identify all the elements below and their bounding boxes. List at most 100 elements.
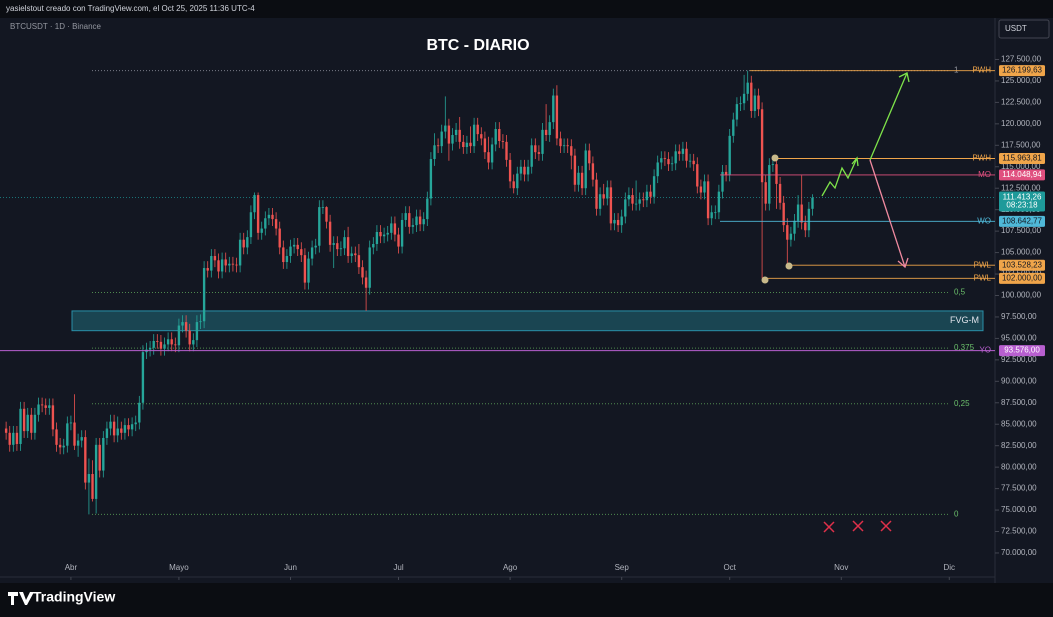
- candle-body: [253, 195, 256, 213]
- candle-body: [652, 176, 656, 197]
- candle-body: [22, 408, 26, 432]
- candle-body: [753, 95, 757, 111]
- candle-body: [120, 428, 123, 433]
- candle-body: [498, 128, 501, 142]
- candle-body: [141, 352, 145, 403]
- candle-body: [472, 124, 476, 147]
- candle-body: [397, 234, 400, 247]
- projection: [821, 157, 858, 197]
- candle-body: [8, 432, 11, 445]
- candle-body: [526, 166, 530, 175]
- candle-body: [91, 474, 94, 499]
- arrow-head: [897, 257, 909, 269]
- fib-label: 0,25: [954, 399, 970, 408]
- candle-body: [66, 423, 69, 446]
- arrow-head: [898, 72, 910, 83]
- candle-body: [289, 246, 292, 257]
- y-tick-label: 92.500,00: [1001, 355, 1037, 364]
- x-tick-label: Ago: [503, 563, 518, 572]
- candle-body: [174, 344, 177, 346]
- x-tick-label: Mayo: [169, 563, 189, 572]
- candle-body: [436, 145, 440, 147]
- candle-body: [339, 248, 343, 250]
- level-name: PWH: [972, 66, 991, 75]
- price-label: 126.199,63: [1002, 66, 1043, 75]
- candle-body: [778, 183, 782, 203]
- candle-body: [764, 182, 767, 204]
- fvg-zone: [71, 310, 984, 332]
- candle-body: [256, 195, 260, 233]
- candle-body: [105, 428, 109, 438]
- candle-body: [400, 219, 404, 247]
- candle-body: [166, 339, 170, 345]
- candle-body: [354, 253, 357, 256]
- candle-body: [519, 166, 523, 174]
- pivot: [771, 154, 779, 162]
- y-tick-label: 90.000,00: [1001, 376, 1037, 385]
- candle-body: [631, 195, 634, 204]
- candle-body: [163, 344, 166, 349]
- candle-body: [58, 444, 62, 448]
- candle-body: [609, 187, 613, 224]
- candle-body: [195, 322, 199, 341]
- candle-body: [516, 173, 519, 189]
- x-tick-label: Abr: [65, 563, 78, 572]
- candle-body: [541, 129, 544, 154]
- candle-body: [559, 138, 562, 147]
- candle-body: [458, 129, 461, 142]
- candle-body: [710, 212, 713, 219]
- candle-body: [62, 445, 65, 448]
- projection-down: [869, 159, 906, 268]
- y-tick-label: 95.000,00: [1001, 334, 1037, 343]
- candle-body: [375, 231, 379, 245]
- candle-body: [12, 432, 15, 445]
- candle-body: [80, 437, 83, 441]
- y-tick-label: 72.500,00: [1001, 527, 1037, 536]
- candle-body: [494, 128, 497, 145]
- candle-body: [33, 414, 37, 433]
- y-tick-label: 75.000,00: [1001, 505, 1037, 514]
- cross-marks: [823, 520, 892, 533]
- candle-body: [451, 135, 454, 144]
- price-label: 108.642,77: [1002, 216, 1043, 225]
- candle-body: [595, 179, 598, 209]
- candle-body: [771, 164, 775, 166]
- price-axis: [995, 18, 1053, 583]
- candle-body: [573, 155, 577, 185]
- candle-body: [728, 135, 731, 175]
- candle-body: [184, 322, 188, 331]
- candle-body: [656, 162, 659, 177]
- price-label: 93.576,00: [1004, 346, 1040, 355]
- candle-body: [796, 204, 800, 221]
- candle-body: [624, 199, 627, 217]
- price-box: [999, 345, 1045, 357]
- candle-body: [670, 163, 674, 165]
- candle-body: [292, 244, 296, 247]
- level-name: MO: [978, 170, 991, 179]
- candle-body: [674, 151, 677, 164]
- candle-body: [627, 195, 631, 200]
- y-tick-label: 97.500,00: [1001, 312, 1037, 321]
- candle-body: [386, 232, 389, 235]
- candle-body: [681, 148, 685, 154]
- candle-body: [314, 245, 317, 248]
- candle-body: [300, 249, 303, 256]
- candle-body: [501, 141, 505, 142]
- x-tick-label: Dic: [944, 563, 956, 572]
- x-tick-label: Jul: [393, 563, 403, 572]
- candle-body: [224, 259, 227, 266]
- candle-body: [584, 150, 587, 189]
- candle-body: [699, 186, 703, 193]
- candle-body: [800, 204, 803, 223]
- candle-body: [523, 166, 526, 175]
- symbol: BTCUSDT · 1D · Binance: [10, 22, 102, 31]
- candle-body: [807, 208, 811, 231]
- fib-label: 0,375: [954, 343, 975, 352]
- candle-body: [433, 145, 436, 160]
- candle-body: [220, 259, 224, 272]
- candle-body: [350, 253, 353, 257]
- candle-body: [4, 428, 8, 433]
- candle-body: [469, 142, 472, 147]
- candle-body: [181, 322, 184, 326]
- y-tick-label: 120.000,00: [1001, 119, 1042, 128]
